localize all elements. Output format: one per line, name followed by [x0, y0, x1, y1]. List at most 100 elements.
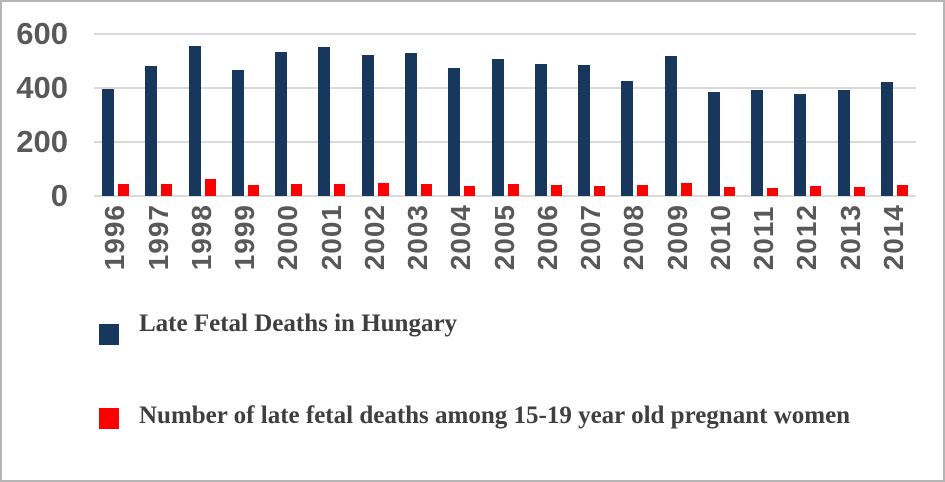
bar-late-fetal-deaths-2008	[621, 80, 634, 196]
x-tick-cell-2010: 2010	[700, 204, 743, 270]
bar-teen-deaths-2012	[810, 185, 822, 196]
x-tick-label-1997: 1997	[142, 204, 174, 271]
bar-group-1998	[181, 34, 224, 196]
x-tick-cell-2014: 2014	[873, 204, 916, 270]
bar-group-2013	[830, 34, 873, 196]
bar-late-fetal-deaths-2012	[794, 94, 807, 196]
bar-late-fetal-deaths-2002	[361, 55, 374, 196]
bar-group-2010	[700, 34, 743, 196]
x-tick-cell-2005: 2005	[483, 204, 526, 270]
x-tick-cell-2006: 2006	[527, 204, 570, 270]
x-tick-label-2013: 2013	[834, 204, 866, 271]
bar-group-2008	[613, 34, 656, 196]
x-tick-cell-2003: 2003	[397, 204, 440, 270]
bar-late-fetal-deaths-2009	[664, 56, 677, 196]
bar-late-fetal-deaths-2007	[578, 65, 591, 196]
x-tick-cell-2009: 2009	[656, 204, 699, 270]
bar-group-2007	[570, 34, 613, 196]
y-tick-label-600: 600	[16, 16, 68, 51]
x-tick-label-2011: 2011	[748, 205, 780, 271]
bar-teen-deaths-2014	[896, 185, 908, 196]
x-tick-label-2014: 2014	[878, 204, 910, 271]
gridline-600	[94, 33, 916, 35]
y-tick-label-0: 0	[50, 178, 68, 213]
x-tick-label-2005: 2005	[488, 204, 520, 271]
bar-group-2004	[440, 34, 483, 196]
bar-teen-deaths-2007	[594, 185, 606, 196]
x-tick-label-1998: 1998	[185, 204, 217, 271]
x-tick-cell-2011: 2011	[743, 204, 786, 271]
gridline-200	[94, 141, 916, 143]
x-tick-label-2003: 2003	[402, 204, 434, 271]
bar-teen-deaths-1996	[118, 183, 130, 196]
bar-late-fetal-deaths-2001	[318, 46, 331, 196]
bar-group-1997	[137, 34, 180, 196]
bar-group-2001	[310, 34, 353, 196]
bar-group-2014	[873, 34, 916, 196]
bar-teen-deaths-2006	[550, 184, 562, 196]
x-tick-label-2007: 2007	[575, 204, 607, 271]
x-tick-label-2001: 2001	[315, 204, 347, 271]
legend-label-teen-pregnant-deaths: Number of late fetal deaths among 15-19 …	[139, 402, 851, 429]
bar-teen-deaths-2004	[464, 185, 476, 196]
bar-group-2009	[656, 34, 699, 196]
bar-group-2002	[354, 34, 397, 196]
x-axis-labels: 1996 1997 1998 1999 2000 2001 2002 2003 2004 2005…	[94, 204, 916, 270]
bar-late-fetal-deaths-2000	[275, 51, 288, 196]
bar-late-fetal-deaths-2011	[751, 90, 764, 196]
bar-teen-deaths-2003	[420, 184, 432, 196]
bar-group-2003	[397, 34, 440, 196]
legend-label-late-fetal-deaths: Late Fetal Deaths in Hungary	[139, 310, 458, 337]
bar-teen-deaths-1999	[247, 184, 259, 196]
x-tick-cell-2012: 2012	[786, 204, 829, 270]
x-tick-cell-1998: 1998	[181, 204, 224, 270]
x-tick-label-2004: 2004	[445, 204, 477, 271]
bar-late-fetal-deaths-2003	[404, 52, 417, 196]
bar-group-1999	[224, 34, 267, 196]
bar-teen-deaths-1997	[161, 184, 173, 196]
bar-late-fetal-deaths-1996	[102, 89, 115, 196]
bar-teen-deaths-2001	[334, 183, 346, 196]
x-tick-label-2008: 2008	[618, 204, 650, 271]
bar-late-fetal-deaths-2014	[880, 82, 893, 196]
bar-teen-deaths-2005	[507, 183, 519, 196]
bar-late-fetal-deaths-2013	[837, 90, 850, 196]
bar-teen-deaths-1998	[204, 179, 216, 196]
bar-late-fetal-deaths-2006	[534, 63, 547, 196]
bar-teen-deaths-2009	[680, 182, 692, 196]
bar-teen-deaths-2002	[377, 182, 389, 196]
x-tick-label-2006: 2006	[531, 204, 563, 271]
x-tick-cell-1997: 1997	[137, 204, 180, 270]
x-tick-cell-1996: 1996	[94, 204, 137, 270]
bar-late-fetal-deaths-2010	[707, 92, 720, 196]
bar-late-fetal-deaths-2004	[448, 67, 461, 196]
bar-group-2011	[743, 34, 786, 196]
legend-swatch-teen-pregnant-deaths	[99, 408, 119, 429]
x-tick-cell-2008: 2008	[613, 204, 656, 270]
bar-group-2006	[527, 34, 570, 196]
x-tick-label-2000: 2000	[272, 204, 304, 271]
bar-late-fetal-deaths-1997	[145, 66, 158, 196]
bar-late-fetal-deaths-1999	[231, 69, 244, 196]
bar-groups	[94, 34, 916, 196]
x-tick-label-2010: 2010	[704, 204, 736, 271]
bar-teen-deaths-2011	[767, 187, 779, 196]
y-tick-label-400: 400	[16, 70, 68, 105]
gridline-400	[94, 87, 916, 89]
x-tick-label-2012: 2012	[791, 204, 823, 271]
gridline-0	[94, 195, 916, 197]
x-tick-cell-2001: 2001	[310, 204, 353, 270]
x-tick-cell-1999: 1999	[224, 204, 267, 270]
x-tick-cell-2000: 2000	[267, 204, 310, 270]
bar-late-fetal-deaths-1998	[188, 46, 201, 196]
x-tick-cell-2013: 2013	[830, 204, 873, 270]
bar-group-2012	[786, 34, 829, 196]
x-tick-label-1999: 1999	[229, 204, 261, 271]
legend-swatch-late-fetal-deaths	[99, 324, 119, 345]
x-tick-label-2009: 2009	[661, 204, 693, 271]
bar-teen-deaths-2000	[291, 183, 303, 196]
x-tick-label-2002: 2002	[358, 204, 390, 271]
bar-group-2000	[267, 34, 310, 196]
bar-late-fetal-deaths-2005	[491, 59, 504, 196]
